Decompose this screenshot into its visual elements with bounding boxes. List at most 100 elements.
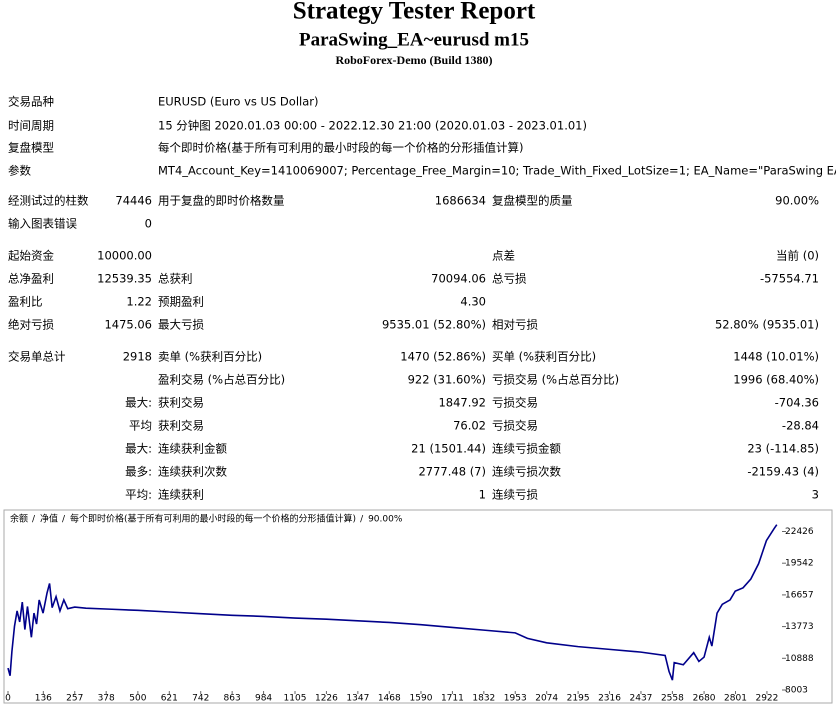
x-tick-label: 2316	[598, 694, 621, 704]
cell-value2: 1470 (52.86%)	[400, 350, 486, 364]
cell-label3: 总亏损	[492, 272, 527, 286]
cell-value2: 922 (31.60%)	[408, 373, 486, 387]
y-tick-label: 10888	[785, 654, 814, 664]
cell-label2: 总获利	[158, 272, 193, 286]
legend-entry: 90.00%	[368, 515, 403, 525]
x-tick-label: 863	[224, 694, 241, 704]
cell-label2: 获利交易	[158, 419, 204, 433]
cell-value2: 1686634	[435, 194, 486, 208]
x-tick-label: 2922	[755, 694, 778, 704]
x-tick-label: 2801	[724, 694, 747, 704]
legend-entry: 每个即时价格(基于所有可利用的最小时段的每一个价格的分形插值计算)	[70, 513, 356, 525]
cell-label: 交易单总计	[8, 350, 66, 364]
cell-label3: 亏损交易 (%占总百分比)	[492, 373, 619, 387]
cell-label: 经测试过的柱数	[8, 194, 89, 208]
x-tick-label: 621	[161, 694, 178, 704]
cell-text: 每个即时价格(基于所有可利用的最小时段的每一个价格的分形插值计算)	[158, 141, 523, 155]
cell-label2: 连续获利次数	[158, 465, 227, 479]
cell-label3: 连续亏损次数	[492, 465, 561, 479]
cell-label2: 预期盈利	[158, 295, 204, 309]
cell-value3: 3	[812, 488, 819, 502]
x-tick-label: 1832	[472, 694, 495, 704]
x-tick-label: 2195	[567, 694, 590, 704]
cell-text: EURUSD (Euro vs US Dollar)	[158, 95, 318, 109]
cell-value3: -704.36	[775, 396, 819, 410]
cell-value3: -2159.43 (4)	[747, 465, 819, 479]
legend-entry: 余额	[10, 513, 28, 525]
cell-value2: 1847.92	[438, 396, 486, 410]
cell-value3: 90.00%	[775, 194, 819, 208]
legend-separator: /	[360, 515, 364, 525]
chart-frame	[3, 509, 833, 704]
cell-label: 交易品种	[8, 95, 54, 109]
cell-value3: 1996 (68.40%)	[733, 373, 819, 387]
cell-value3: -57554.71	[760, 272, 819, 286]
x-tick-label: 1953	[504, 694, 527, 704]
cell-value3: 1448 (10.01%)	[733, 350, 819, 364]
report-subtitle: ParaSwing_EA~eurusd m15	[299, 29, 529, 50]
cell-value: 0	[145, 217, 152, 231]
cell-label2: 连续获利	[158, 488, 204, 502]
cell-value: 10000.00	[97, 249, 152, 263]
x-tick-label: 0	[5, 694, 11, 704]
balance-line	[7, 524, 778, 681]
x-tick-label: 2074	[535, 694, 558, 704]
cell-text: MT4_Account_Key=1410069007; Percentage_F…	[158, 164, 836, 178]
cell-value: 12539.35	[97, 272, 152, 286]
cell-value2: 21 (1501.44)	[411, 442, 486, 456]
cell-label: 起始资金	[8, 249, 54, 263]
x-tick-label: 1226	[315, 694, 338, 704]
cell-label: 复盘模型	[8, 141, 54, 155]
cell-label2: 连续获利金额	[158, 442, 227, 456]
legend-separator: /	[32, 515, 36, 525]
cell-value: 平均	[129, 419, 152, 433]
cell-value: 最大:	[125, 396, 152, 410]
cell-label3: 连续亏损金额	[492, 442, 561, 456]
cell-value2: 4.30	[460, 295, 486, 309]
build-info: RoboForex-Demo (Build 1380)	[335, 53, 492, 67]
cell-label: 参数	[8, 164, 31, 178]
cell-label: 总净盈利	[8, 272, 54, 286]
cell-value: 最多:	[125, 465, 152, 479]
cell-value: 1475.06	[104, 318, 152, 332]
cell-value3: -28.84	[782, 419, 819, 433]
legend-separator: /	[62, 515, 66, 525]
cell-value: 74446	[115, 194, 152, 208]
cell-label: 绝对亏损	[8, 318, 54, 332]
cell-label: 时间周期	[8, 119, 54, 133]
x-tick-label: 1105	[284, 694, 307, 704]
cell-label3: 买单 (%获利百分比)	[492, 350, 596, 364]
x-tick-label: 378	[98, 694, 115, 704]
cell-label: 盈利比	[8, 295, 43, 309]
x-tick-label: 500	[129, 694, 146, 704]
y-tick-label: 19542	[785, 559, 814, 569]
x-tick-label: 1711	[441, 694, 464, 704]
y-tick-label: 13773	[785, 622, 814, 632]
y-tick-label: 22426	[785, 527, 814, 537]
cell-label3: 相对亏损	[492, 318, 538, 332]
cell-value3: 23 (-114.85)	[747, 442, 819, 456]
x-tick-label: 984	[255, 694, 272, 704]
cell-label3: 亏损交易	[492, 419, 538, 433]
x-tick-label: 742	[192, 694, 209, 704]
cell-value2: 2777.48 (7)	[418, 465, 486, 479]
cell-label: 输入图表错误	[8, 217, 77, 231]
y-tick-label: 8003	[785, 686, 808, 696]
cell-value: 最大:	[125, 442, 152, 456]
report-title: Strategy Tester Report	[293, 0, 536, 25]
cell-value: 1.22	[126, 295, 152, 309]
cell-text: 15 分钟图 2020.01.03 00:00 - 2022.12.30 21:…	[158, 119, 587, 133]
cell-value: 平均:	[125, 488, 152, 502]
cell-label3: 亏损交易	[492, 396, 538, 410]
cell-value2: 76.02	[453, 419, 486, 433]
cell-label2: 用于复盘的即时价格数量	[158, 194, 285, 208]
legend-entry: 净值	[40, 513, 58, 525]
x-tick-label: 2680	[693, 694, 716, 704]
cell-value2: 9535.01 (52.80%)	[382, 318, 486, 332]
x-tick-label: 136	[35, 694, 52, 704]
cell-value3: 当前 (0)	[776, 249, 819, 263]
cell-label2: 卖单 (%获利百分比)	[158, 350, 262, 364]
x-tick-label: 1347	[346, 694, 369, 704]
x-tick-label: 1590	[410, 694, 433, 704]
cell-label2: 盈利交易 (%占总百分比)	[158, 373, 285, 387]
